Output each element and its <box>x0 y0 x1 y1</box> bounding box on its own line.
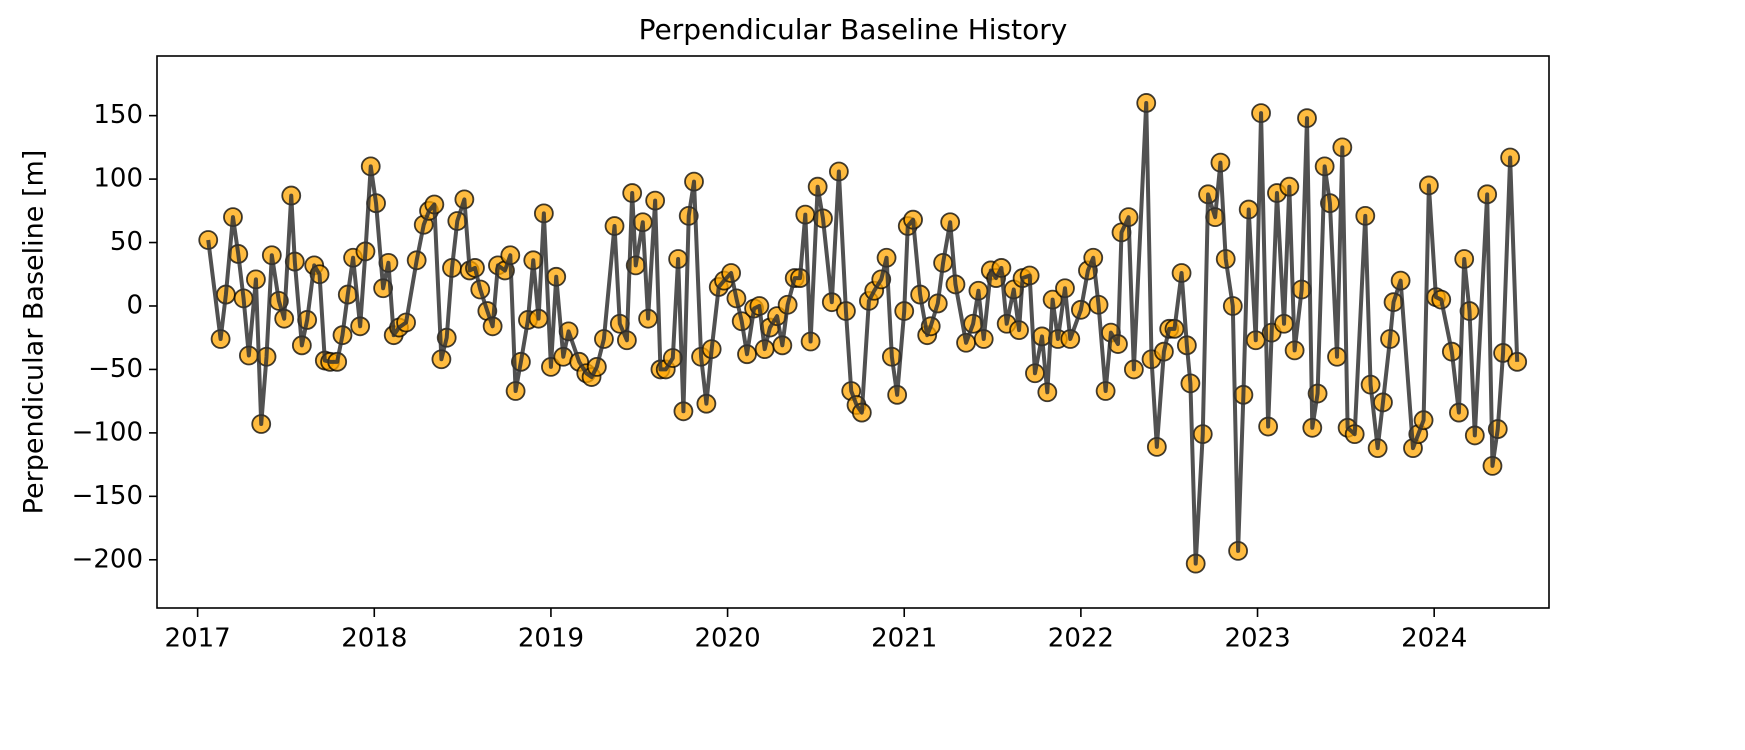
y-tick-label: −150 <box>72 481 143 511</box>
y-tick-label: −200 <box>72 544 143 574</box>
x-tick-label: 2023 <box>1224 624 1290 654</box>
x-tick-label: 2022 <box>1048 624 1114 654</box>
y-tick-label: 50 <box>110 227 143 257</box>
x-tick-label: 2021 <box>871 624 937 654</box>
y-tick-label: 150 <box>93 100 143 130</box>
data-line <box>206 100 1520 566</box>
y-tick-label: 0 <box>126 290 143 320</box>
x-tick-label: 2024 <box>1401 624 1467 654</box>
x-tick-label: 2020 <box>694 624 760 654</box>
y-axis-label: Perpendicular Baseline [m] <box>19 150 50 515</box>
plot-frame <box>156 55 1550 609</box>
x-tick-label: 2019 <box>518 624 584 654</box>
x-tick-label: 2018 <box>341 624 407 654</box>
y-tick-label: −50 <box>88 354 143 384</box>
y-tick-label: −100 <box>72 417 143 447</box>
x-tick-label: 2017 <box>165 624 231 654</box>
chart-title: Perpendicular Baseline History <box>639 13 1068 46</box>
y-tick-label: 100 <box>93 164 143 194</box>
